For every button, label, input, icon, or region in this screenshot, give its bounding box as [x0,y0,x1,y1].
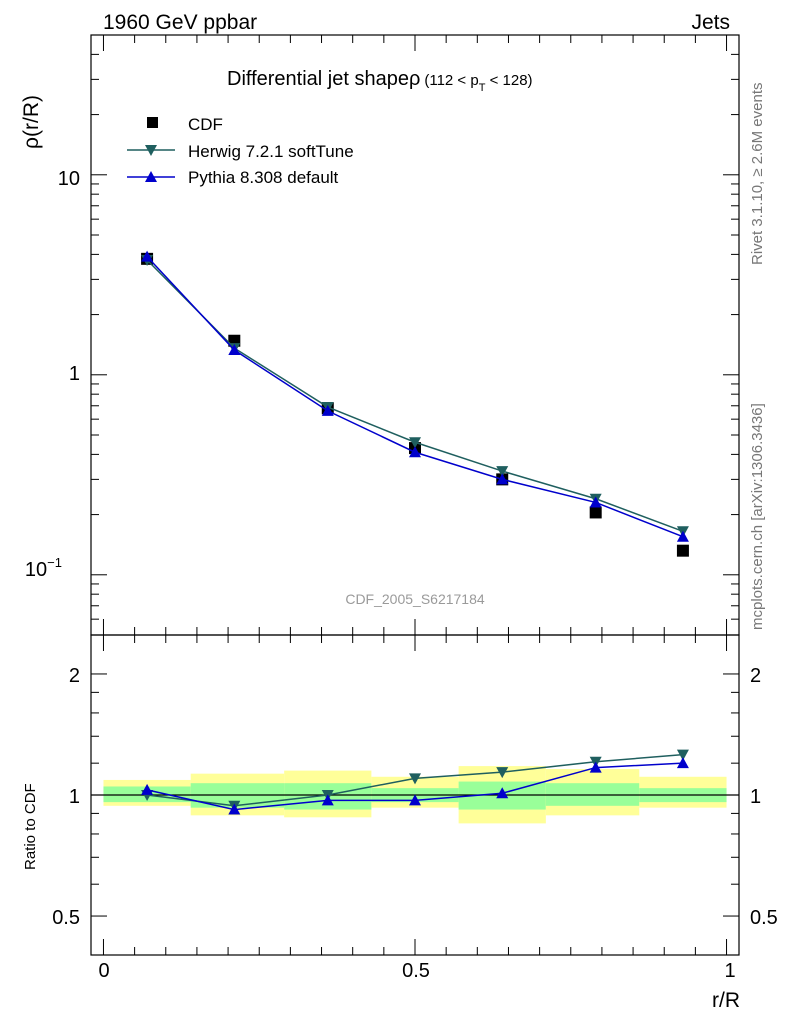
ratio-data-point [228,803,241,815]
main-data-point [228,344,241,356]
main-y-tick-label-10: 10 [58,168,80,190]
main-title: Differential jet shapeρ (112 < pT < 128) [227,68,533,94]
main-series-0 [141,252,689,557]
ratio-data-point [676,757,689,769]
ratio-panel: Ratio to CDF 2 1 0.5 2 1 0.5 0 0.5 1 r/R [22,634,778,1012]
main-title-cut: (112 < p [424,72,478,89]
ratio-data-point [589,761,602,773]
legend: CDF Herwig 7.2.1 softTune Pythia 8.308 d… [127,115,354,187]
main-series-line [146,256,684,538]
x-tick-label-0: 0 [98,960,109,982]
ratio-y-tick-label-left-2: 2 [69,665,80,687]
main-series-2 [141,250,689,542]
ratio-y-tick-label-right-2: 2 [750,665,761,687]
main-y-tick-label-0.1: 10−1 [25,555,62,581]
ratio-y-axis-label: Ratio to CDF [22,783,39,870]
main-major-ticks [91,35,739,635]
main-series-1 [141,254,689,538]
ratio-y-tick-label-right-1: 1 [750,786,761,808]
main-title-cut-close: < 128) [485,72,532,89]
main-y-tick-label-1: 1 [69,363,80,385]
ratio-series-1 [141,757,689,815]
x-tick-label-1: 1 [724,960,735,982]
ratio-data-point [409,794,421,806]
legend-marker-cdf [147,117,158,128]
ratio-frame [90,634,740,956]
legend-marker-herwig [145,145,157,156]
main-y-tick-label-0.1-base: 10 [25,559,47,581]
mcplots-label: mcplots.cern.ch [arXiv:1306.3436] [749,403,766,630]
rivet-version-label: Rivet 3.1.10, ≥ 2.6M events [749,83,766,266]
main-data-point [589,496,602,508]
ratio-data-point [141,783,154,795]
ratio-y-tick-label-right-0.5: 0.5 [750,907,778,929]
main-data-point [676,544,689,557]
x-axis-label: r/R [712,989,740,1012]
main-y-axis-label: ρ(r/R) [20,95,43,149]
main-series-line [146,259,684,532]
ratio-data-point [676,749,689,761]
ratio-y-tick-label-left-1: 1 [69,786,80,808]
legend-label-herwig: Herwig 7.2.1 softTune [188,142,354,161]
header-right-label: Jets [691,11,730,34]
legend-label-pythia: Pythia 8.308 default [188,168,339,187]
main-minor-ticks [91,34,739,636]
legend-marker-pythia [145,171,157,182]
main-panel: Differential jet shapeρ (112 < pT < 128) … [20,34,740,636]
header-left-label: 1960 GeV ppbar [103,11,257,34]
main-title-cut-sub: T [479,82,486,94]
main-data-point [589,506,602,519]
analysis-watermark: CDF_2005_S6217184 [345,591,485,607]
ratio-minor-ticks [91,635,739,955]
ratio-data-point [496,767,509,779]
ratio-data-point [496,787,509,799]
main-data-point [676,530,689,542]
x-tick-label-0.5: 0.5 [402,960,430,982]
main-y-tick-label-0.1-exp: −1 [47,555,62,570]
ratio-major-ticks [91,635,739,955]
ratio-data-point [321,794,334,806]
main-title-text: Differential jet shapeρ [227,68,420,90]
main-data-point [409,446,421,458]
ratio-y-tick-label-left-0.5: 0.5 [52,907,80,929]
legend-label-cdf: CDF [188,115,223,134]
main-data-point [141,250,154,262]
ratio-data-point [409,773,421,785]
main-data-point [321,404,334,416]
main-data-point [496,466,509,478]
main-data-point [409,437,421,449]
main-data-point [496,473,509,485]
